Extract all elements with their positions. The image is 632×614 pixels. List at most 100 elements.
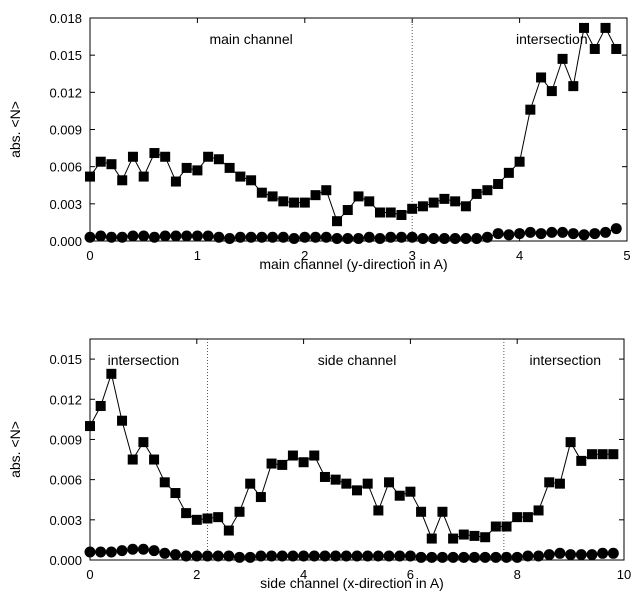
- y-tick-label: 0.012: [49, 392, 82, 407]
- region-label: intersection: [108, 352, 180, 368]
- circle-point: [310, 231, 322, 243]
- square-point: [85, 171, 95, 182]
- square-point: [576, 455, 587, 466]
- square-point: [490, 521, 501, 532]
- circle-point: [363, 231, 375, 243]
- y-axis-title: abs. <N>: [7, 101, 23, 158]
- circle-point: [575, 549, 587, 561]
- square-point: [170, 176, 181, 187]
- square-point: [471, 188, 482, 199]
- circle-point: [546, 226, 558, 238]
- square-point: [525, 104, 536, 115]
- square-point: [235, 171, 246, 182]
- y-tick-label: 0.003: [49, 197, 82, 212]
- circle-point: [342, 233, 354, 245]
- x-tick-label: 5: [623, 248, 630, 263]
- circle-point: [276, 550, 288, 562]
- square-point: [246, 175, 257, 186]
- circle-point: [524, 226, 536, 238]
- square-point: [149, 148, 160, 159]
- circle-point: [385, 231, 397, 243]
- y-tick-label: 0.015: [49, 48, 82, 63]
- x-axis-title: side channel (x-direction in A): [260, 575, 444, 591]
- circle-point: [299, 231, 311, 243]
- square-point: [458, 529, 469, 540]
- square-point: [289, 197, 300, 208]
- circle-point: [105, 546, 117, 558]
- circle-point: [533, 550, 545, 562]
- circle-point: [554, 547, 566, 559]
- circle-point: [374, 233, 386, 245]
- circle-point: [471, 233, 483, 245]
- square-point: [181, 508, 192, 519]
- region-label: side channel: [318, 352, 397, 368]
- x-tick-label: 4: [516, 248, 523, 263]
- circle-point: [468, 551, 480, 563]
- square-point: [482, 185, 493, 196]
- square-point: [117, 415, 128, 426]
- square-point: [514, 156, 525, 167]
- square-point: [245, 478, 256, 489]
- circle-point: [138, 230, 150, 242]
- square-point: [287, 450, 298, 461]
- circle-point: [436, 551, 448, 563]
- square-point: [341, 478, 352, 489]
- circle-point: [127, 230, 139, 242]
- y-tick-label: 0.018: [49, 11, 82, 26]
- region-label: intersection: [529, 352, 601, 368]
- circle-point: [266, 550, 278, 562]
- square-point: [309, 450, 320, 461]
- circle-point: [169, 549, 181, 561]
- square-point: [299, 197, 310, 208]
- circle-point: [460, 233, 472, 245]
- circle-point: [245, 231, 257, 243]
- square-point: [224, 162, 235, 173]
- square-point: [213, 512, 224, 523]
- circle-point: [567, 228, 579, 240]
- circle-point: [490, 551, 502, 563]
- square-point: [608, 449, 619, 460]
- circle-point: [191, 550, 203, 562]
- circle-point: [331, 233, 343, 245]
- circle-point: [116, 231, 128, 243]
- square-point: [138, 437, 149, 448]
- circle-point: [543, 549, 555, 561]
- square-point: [565, 437, 576, 448]
- square-point: [503, 167, 514, 178]
- square-point: [469, 530, 480, 541]
- square-point: [396, 209, 407, 220]
- circle-point: [244, 551, 256, 563]
- x-tick-label: 3: [409, 248, 416, 263]
- circle-point: [511, 551, 523, 563]
- circle-point: [277, 231, 289, 243]
- square-point: [493, 179, 504, 190]
- plot-frame: [89, 338, 625, 561]
- circle-point: [426, 551, 438, 563]
- circle-point: [95, 230, 107, 242]
- circle-point: [340, 550, 352, 562]
- square-point: [170, 488, 181, 499]
- square-point: [95, 400, 106, 411]
- region-label: main channel: [209, 31, 292, 47]
- circle-point: [159, 230, 171, 242]
- square-point: [85, 421, 95, 432]
- y-tick-label: 0.000: [49, 553, 82, 568]
- circle-point: [170, 230, 182, 242]
- square-point: [600, 22, 611, 33]
- square-point: [160, 151, 171, 162]
- circle-point: [479, 551, 491, 563]
- square-point: [181, 162, 192, 173]
- circle-point: [589, 228, 601, 240]
- circle-point: [557, 226, 569, 238]
- square-point: [579, 22, 590, 33]
- square-point: [223, 525, 234, 536]
- circle-point: [298, 550, 310, 562]
- square-point: [330, 474, 341, 485]
- square-point: [127, 454, 138, 465]
- circle-point: [127, 543, 139, 555]
- square-point: [437, 506, 448, 517]
- circle-point: [394, 550, 406, 562]
- circle-point: [267, 231, 279, 243]
- circle-point: [234, 231, 246, 243]
- x-tick-label: 8: [514, 567, 521, 582]
